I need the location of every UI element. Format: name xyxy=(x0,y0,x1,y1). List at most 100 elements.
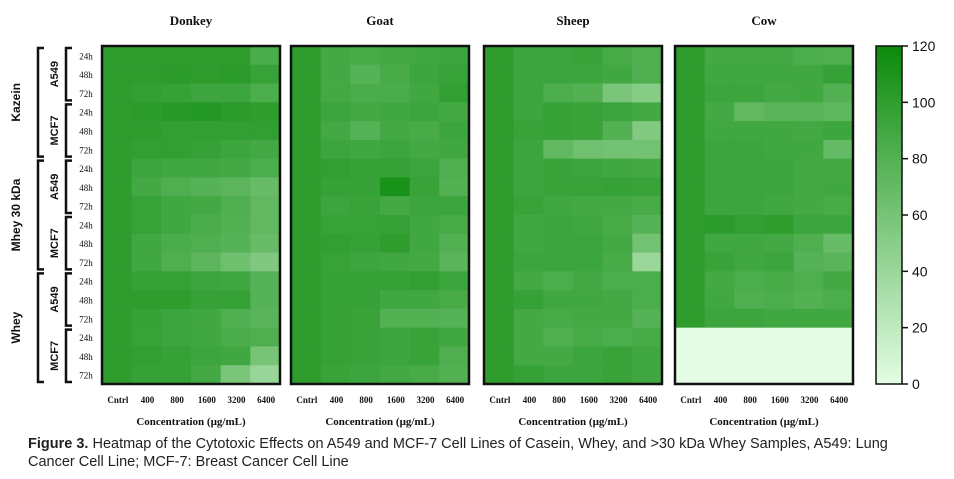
x-tick-label: 1600 xyxy=(771,395,790,405)
heat-cell xyxy=(573,252,604,272)
heat-cell xyxy=(409,83,440,103)
heat-cell xyxy=(291,158,322,178)
heat-cell xyxy=(131,308,162,329)
heat-cell xyxy=(632,327,663,347)
panel-title-goat: Goat xyxy=(366,13,394,28)
heat-cell xyxy=(602,196,633,216)
heat-cell xyxy=(704,158,735,178)
heat-cell xyxy=(102,46,133,66)
x-tick-label: 3200 xyxy=(228,395,247,405)
heat-cell xyxy=(675,365,706,385)
heat-cell xyxy=(793,346,824,366)
heat-cell xyxy=(513,290,544,310)
heat-cell xyxy=(220,327,251,347)
heat-cell xyxy=(764,177,795,197)
heat-cell xyxy=(350,139,381,160)
heat-cell xyxy=(220,271,251,291)
heat-cell xyxy=(102,308,133,329)
heat-cell xyxy=(764,252,795,272)
heat-cell xyxy=(380,365,411,385)
x-axis-label: Concentration (µg/mL) xyxy=(518,416,628,428)
heat-cell xyxy=(632,46,663,66)
heat-cell xyxy=(220,215,251,235)
heat-cell xyxy=(161,308,192,329)
heat-cell xyxy=(675,177,706,197)
heat-cell xyxy=(704,64,735,84)
heat-cell xyxy=(380,252,411,272)
heat-cell xyxy=(484,46,515,66)
cell-line-bracket xyxy=(64,328,72,384)
heat-cell xyxy=(250,121,281,141)
row-time-label: 48h xyxy=(79,239,93,249)
heat-cell xyxy=(764,308,795,329)
heat-cell xyxy=(484,308,515,329)
x-tick-label: Cntrl xyxy=(680,395,701,405)
heat-cell xyxy=(764,196,795,216)
heat-cell xyxy=(704,215,735,235)
heat-cell xyxy=(513,365,544,385)
x-tick-label: 1600 xyxy=(580,395,599,405)
heat-cell xyxy=(102,139,133,160)
heat-cell xyxy=(439,271,470,291)
heat-cell xyxy=(823,177,854,197)
heat-cell xyxy=(734,252,765,272)
row-time-label: 24h xyxy=(79,164,93,174)
heat-cell xyxy=(704,121,735,141)
heat-cell xyxy=(161,196,192,216)
row-time-label: 24h xyxy=(79,333,93,343)
heat-cell xyxy=(250,177,281,197)
heat-cell xyxy=(484,158,515,178)
heat-cell xyxy=(409,196,440,216)
x-tick-label: 400 xyxy=(523,395,537,405)
heat-cell xyxy=(380,346,411,366)
heat-cell xyxy=(632,215,663,235)
heat-cell xyxy=(291,252,322,272)
x-tick-label: 800 xyxy=(359,395,373,405)
heat-cell xyxy=(250,46,281,66)
heat-cell xyxy=(484,139,515,160)
x-tick-label: 800 xyxy=(743,395,757,405)
heat-cell xyxy=(675,346,706,366)
cell-line-label-a549: A549 xyxy=(49,286,61,312)
heat-cell xyxy=(793,177,824,197)
heat-cell xyxy=(380,102,411,122)
colorbar xyxy=(875,45,903,385)
heat-cell xyxy=(543,290,574,310)
heat-cell xyxy=(675,290,706,310)
heat-cell xyxy=(380,215,411,235)
heat-cell xyxy=(573,46,604,66)
heat-cell xyxy=(543,215,574,235)
x-tick-label: 400 xyxy=(714,395,728,405)
heat-cell xyxy=(102,233,133,253)
heat-cell xyxy=(102,346,133,366)
heat-cell xyxy=(704,365,735,385)
panel-border xyxy=(482,44,664,386)
heat-cell xyxy=(793,196,824,216)
heat-cell xyxy=(102,177,133,197)
heat-cell xyxy=(350,346,381,366)
heat-cell xyxy=(513,215,544,235)
heat-cell xyxy=(161,271,192,291)
colorbar-tick-label: 40 xyxy=(912,263,928,279)
heat-cell xyxy=(291,196,322,216)
heat-cell xyxy=(380,121,411,141)
heat-cell xyxy=(291,46,322,66)
row-time-label: 72h xyxy=(79,145,93,155)
heat-cell xyxy=(764,271,795,291)
heat-cell xyxy=(439,233,470,253)
heat-cell xyxy=(320,327,351,347)
heat-cell xyxy=(250,233,281,253)
heat-cell xyxy=(675,215,706,235)
x-tick-label: Cntrl xyxy=(296,395,317,405)
heat-cell xyxy=(350,121,381,141)
heat-cell xyxy=(823,83,854,103)
cell-line-label-a549: A549 xyxy=(49,174,61,200)
heat-cell xyxy=(734,121,765,141)
heat-cell xyxy=(291,64,322,84)
heat-cell xyxy=(632,121,663,141)
heat-cell xyxy=(250,308,281,329)
cell-line-label-mcf7: MCF7 xyxy=(49,228,61,258)
heat-cell xyxy=(513,177,544,197)
panel-title-donkey: Donkey xyxy=(170,13,213,28)
